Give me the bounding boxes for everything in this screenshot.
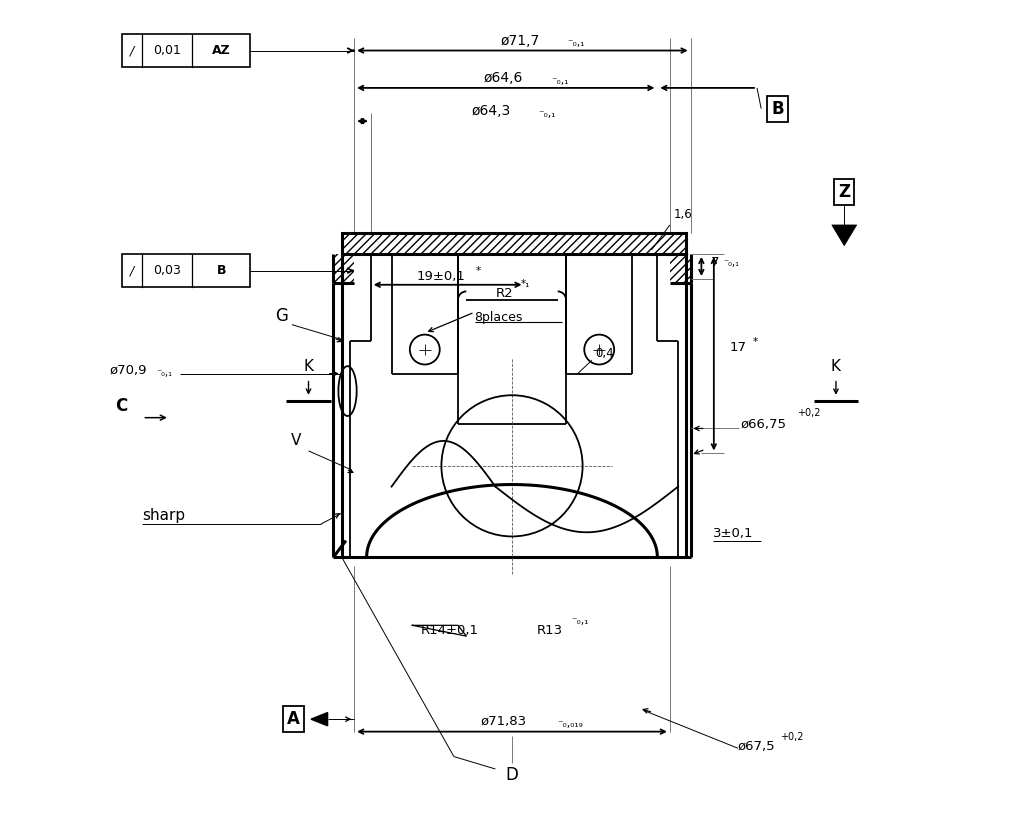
Text: K: K bbox=[830, 359, 841, 374]
Bar bbox=[342, 233, 686, 254]
Bar bbox=[122, 34, 250, 67]
Text: 17: 17 bbox=[730, 340, 746, 354]
Text: *: * bbox=[475, 266, 480, 276]
Text: 1,6: 1,6 bbox=[674, 209, 692, 221]
Text: +0,2: +0,2 bbox=[797, 408, 820, 418]
Text: sharp: sharp bbox=[142, 508, 185, 523]
Text: ø67,5: ø67,5 bbox=[738, 740, 775, 753]
Text: B: B bbox=[216, 264, 226, 277]
Text: ø64,6: ø64,6 bbox=[484, 71, 523, 85]
Text: ⁻₀,₁: ⁻₀,₁ bbox=[571, 617, 589, 626]
Text: ⁻₀,₀₁₉: ⁻₀,₀₁₉ bbox=[558, 720, 584, 730]
Text: V: V bbox=[291, 433, 301, 448]
Text: ⁻₀,₁: ⁻₀,₁ bbox=[567, 38, 585, 48]
Text: 0,01: 0,01 bbox=[154, 44, 181, 57]
Text: ⁻₀,₁: ⁻₀,₁ bbox=[551, 76, 568, 86]
Text: ⁻₀,₁: ⁻₀,₁ bbox=[539, 109, 556, 119]
Text: A: A bbox=[287, 711, 300, 728]
Text: *: * bbox=[753, 338, 758, 348]
Text: 19±0,1: 19±0,1 bbox=[417, 270, 465, 283]
Bar bbox=[334, 254, 354, 283]
Text: 7: 7 bbox=[712, 255, 720, 269]
Text: 0,4: 0,4 bbox=[595, 347, 613, 360]
Text: 8places: 8places bbox=[474, 311, 523, 324]
Text: /: / bbox=[130, 44, 134, 57]
Text: C: C bbox=[115, 397, 127, 415]
Text: D: D bbox=[506, 765, 518, 784]
Text: B: B bbox=[771, 100, 784, 117]
Text: ø71,7: ø71,7 bbox=[501, 33, 540, 47]
Text: G: G bbox=[275, 307, 288, 325]
Text: ø70,9: ø70,9 bbox=[110, 364, 146, 377]
Text: ø64,3: ø64,3 bbox=[472, 104, 511, 118]
Text: +0,2: +0,2 bbox=[780, 732, 804, 742]
Text: ⁻₀,₁: ⁻₀,₁ bbox=[724, 259, 739, 269]
Text: ⁻₀,₁: ⁻₀,₁ bbox=[157, 368, 172, 378]
Text: Z: Z bbox=[839, 183, 850, 201]
Text: ø66,75: ø66,75 bbox=[740, 418, 786, 431]
Text: K: K bbox=[303, 359, 313, 374]
Text: R13: R13 bbox=[537, 624, 563, 636]
Bar bbox=[122, 254, 250, 287]
Polygon shape bbox=[831, 225, 857, 245]
Text: R14±0,1: R14±0,1 bbox=[421, 624, 478, 636]
Text: /: / bbox=[130, 264, 134, 277]
Polygon shape bbox=[311, 712, 328, 726]
Text: ø71,83: ø71,83 bbox=[480, 716, 526, 728]
Text: AZ: AZ bbox=[212, 44, 230, 57]
Bar bbox=[670, 254, 690, 283]
Text: R2: R2 bbox=[496, 286, 513, 300]
Text: *₁: *₁ bbox=[520, 280, 529, 290]
Text: 0,03: 0,03 bbox=[154, 264, 181, 277]
Text: 3±0,1: 3±0,1 bbox=[713, 527, 754, 541]
Bar bbox=[342, 233, 686, 254]
